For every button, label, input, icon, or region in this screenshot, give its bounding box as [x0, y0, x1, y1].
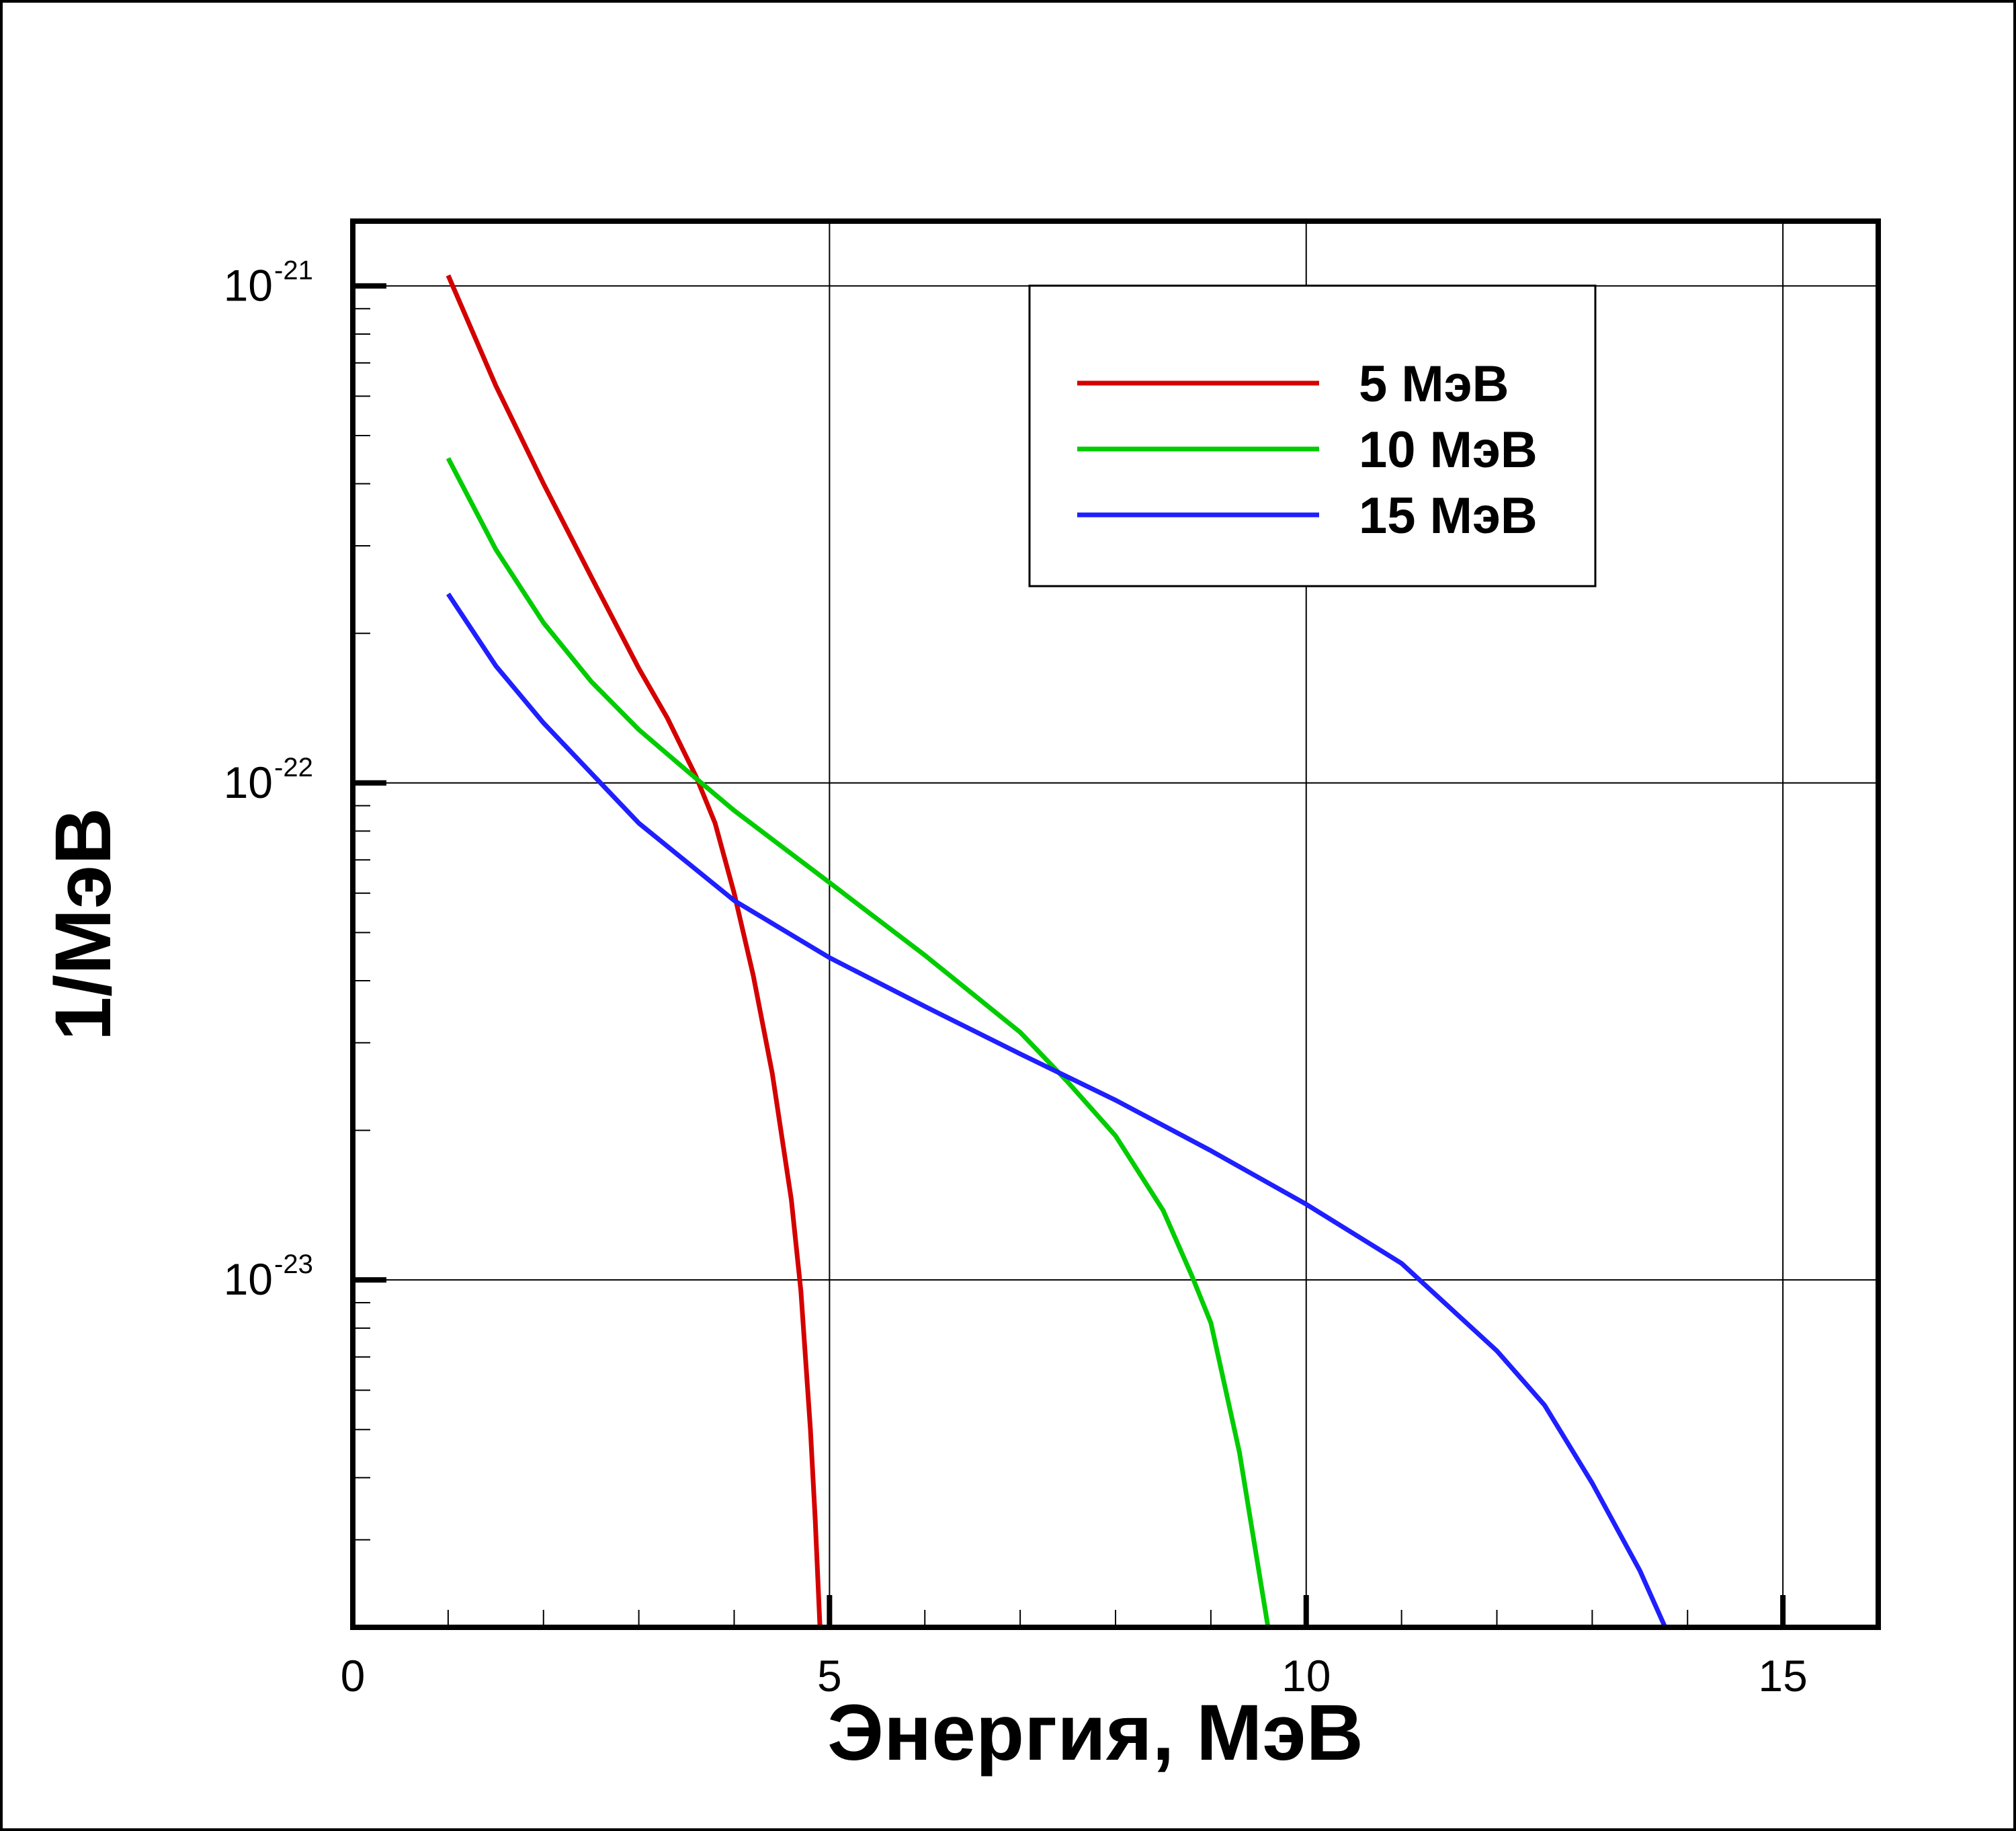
x-tick-label: 5 [817, 1651, 842, 1701]
y-tick-label-exponent: -23 [274, 1250, 313, 1279]
series-layer [446, 274, 1668, 1627]
y-tick-label-exponent: -21 [274, 255, 313, 285]
legend-label-3: 15 МэВ [1359, 487, 1538, 544]
x-tick-label: 0 [341, 1651, 366, 1701]
x-tick-label: 15 [1758, 1651, 1807, 1701]
y-tick-label-base: 10 [224, 260, 273, 310]
series-line-2 [446, 457, 1271, 1627]
legend-label-2: 10 МэВ [1359, 421, 1538, 479]
legend-label-1: 5 МэВ [1359, 356, 1509, 413]
x-tick-labels: 0 5 10 15 [341, 1651, 1808, 1701]
y-tick-label-base: 10 [224, 1254, 273, 1304]
y-tick-label-exponent: -22 [274, 753, 313, 782]
y-tick-label-base: 10 [224, 758, 273, 807]
series-line-3 [446, 592, 1668, 1627]
x-tick-label: 10 [1282, 1651, 1331, 1701]
legend-box [1028, 284, 1597, 587]
minor-ticks [353, 308, 1689, 1627]
x-axis-title: Энергия, МэВ [827, 1688, 1363, 1777]
major-ticks [353, 283, 1786, 1627]
plot-frame [350, 218, 1881, 1630]
series-line-1 [446, 274, 823, 1627]
y-axis-title: 1/МэВ [39, 807, 128, 1041]
legend: 5 МэВ 10 МэВ 15 МэВ [1028, 284, 1597, 587]
